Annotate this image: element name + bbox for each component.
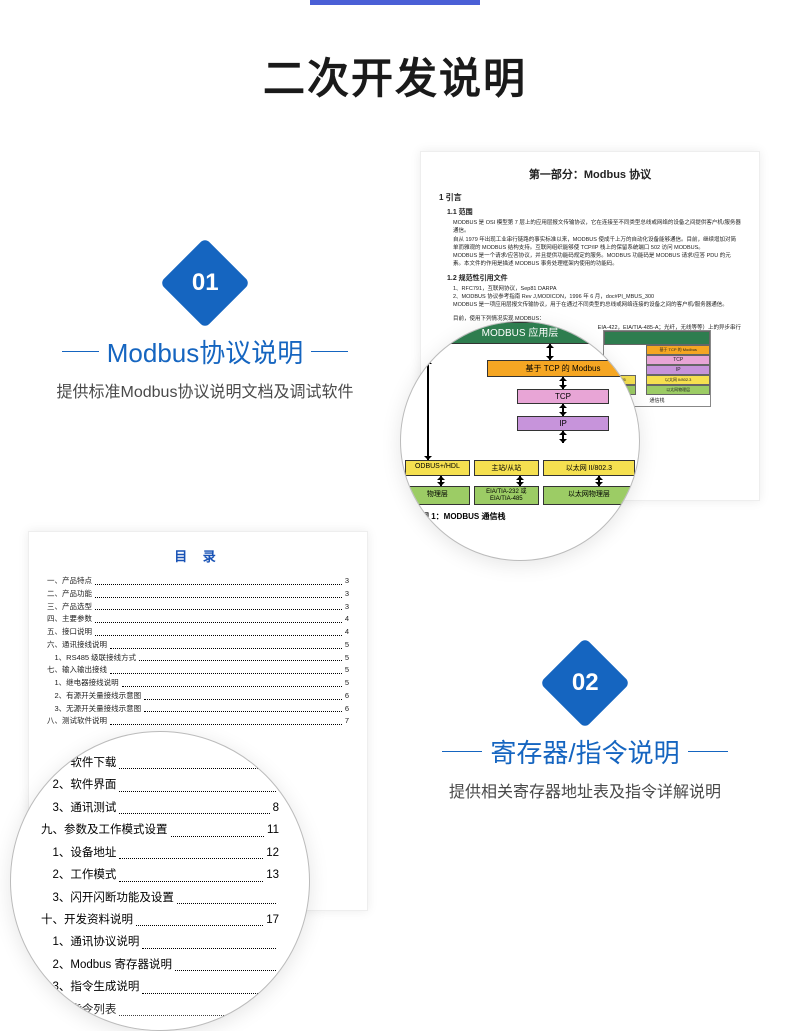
toc-row-large: 十、开发资料说明17 (41, 909, 279, 931)
section1-desc: 提供标准Modbus协议说明文档及调试软件 (50, 380, 360, 406)
doc1-p4: 1、RFC791，互联网协议，Sep81 DARPA (439, 285, 741, 293)
badge-02: 02 (540, 638, 631, 729)
toc-row: 六、通讯接线说明5 (47, 639, 349, 652)
section1-text: 01 Modbus协议说明 提供标准Modbus协议说明文档及调试软件 (50, 251, 360, 406)
toc-row-large: 3、闪开闪断功能及设置 (41, 887, 279, 909)
toc-row-large: 1、设备地址12 (41, 842, 279, 864)
section2-desc: 提供相关寄存器地址表及指令详解说明 (430, 780, 740, 806)
doc1-s11: 1.1 范围 (439, 207, 741, 217)
layer-app: MODBUS 应用层 (401, 322, 639, 344)
toc-row-large: 2、软件界面 (41, 774, 279, 796)
toc-row: 1、继电器接线说明5 (47, 677, 349, 690)
toc-row-large: 2、Modbus 寄存器说明 (41, 954, 279, 976)
toc-row: 五、接口说明4 (47, 626, 349, 639)
magnifier-modbus-diagram: MODBUS 应用层 基于 TCP 的 Modbus TCP IP (400, 321, 640, 561)
doc1-p6: MODBUS 是一项应用层报文传输协议，用于在通过不同类型的总线或网络连接的设备… (439, 301, 741, 309)
toc-row-large: 3、指令生成说明 (41, 976, 279, 998)
doc1-h1: 1 引言 (439, 192, 741, 203)
toc-row: 八、测试软件说明7 (47, 715, 349, 728)
diagram-caption: 图 1：MODBUS 通信栈 (401, 505, 639, 522)
top-accent-bar (310, 0, 480, 5)
toc-row-large: 1、通讯协议说明 (41, 931, 279, 953)
doc1-p5: 2、MODBUS 协议参考指南 Rev J,MODICON，1996 年 6 月… (439, 293, 741, 301)
section2-text: 02 寄存器/指令说明 提供相关寄存器地址表及指令详解说明 (430, 651, 740, 806)
toc-row: 3、无源开关量接线示意图6 (47, 703, 349, 716)
section2-title: 寄存器/指令说明 (430, 733, 740, 770)
toc-list-small: 一、产品特点3二、产品功能3三、产品选型3四、主要参数4五、接口说明4六、通讯接… (47, 575, 349, 728)
toc-row: 七、输入输出接线5 (47, 664, 349, 677)
toc-row: 二、产品功能3 (47, 588, 349, 601)
page-title: 二次开发说明 (0, 45, 790, 106)
doc2-title: 目 录 (47, 546, 349, 565)
toc-row: 三、产品选型3 (47, 601, 349, 614)
layer-eia: EIA/TIA-232 或 EIA/TIA-485 (474, 486, 539, 505)
layer-eth: 以太网 II/802.3 (543, 460, 635, 476)
toc-row-large: 2、工作模式13 (41, 864, 279, 886)
doc1-p1: MODBUS 是 OSI 模型第 7 层上的应用层报文传输协议，它在连接至不同类… (439, 219, 741, 236)
toc-row: 2、有源开关量接线示意图6 (47, 690, 349, 703)
doc1-title: 第一部分：Modbus 协议 (439, 166, 741, 182)
section1-title: Modbus协议说明 (50, 333, 360, 370)
toc-row-large: 1、软件下载7 (41, 752, 279, 774)
layer-ethphy: 以太网物理层 (543, 486, 635, 505)
doc1-p3: MODBUS 是一个请求/应答协议，并且提供功能码规定的服务。MODBUS 功能… (439, 252, 741, 269)
toc-row: 1、RS485 级联接线方式5 (47, 652, 349, 665)
toc-row: 一、产品特点3 (47, 575, 349, 588)
section-register: 目 录 一、产品特点3二、产品功能3三、产品选型3四、主要参数4五、接口说明4六… (0, 531, 790, 1011)
section-modbus: 第一部分：Modbus 协议 1 引言 1.1 范围 MODBUS 是 OSI … (0, 151, 790, 531)
doc1-s12: 1.2 规范性引用文件 (439, 273, 741, 283)
magnifier-toc: 1、软件下载7 2、软件界面 3、通讯测试8九、参数及工作模式设置11 1、设备… (10, 731, 310, 1031)
toc-row-large: 3、通讯测试8 (41, 797, 279, 819)
layer-master: 主站/从站 (474, 460, 539, 476)
doc1-p2: 自从 1979 年出现工业串行链路的事实标准以来，MODBUS 使成千上万的自动… (439, 236, 741, 253)
badge-01: 01 (160, 238, 251, 329)
toc-list-large: 1、软件下载7 2、软件界面 3、通讯测试8九、参数及工作模式设置11 1、设备… (11, 732, 309, 1030)
toc-row: 四、主要参数4 (47, 613, 349, 626)
toc-row-large: 九、参数及工作模式设置11 (41, 819, 279, 841)
